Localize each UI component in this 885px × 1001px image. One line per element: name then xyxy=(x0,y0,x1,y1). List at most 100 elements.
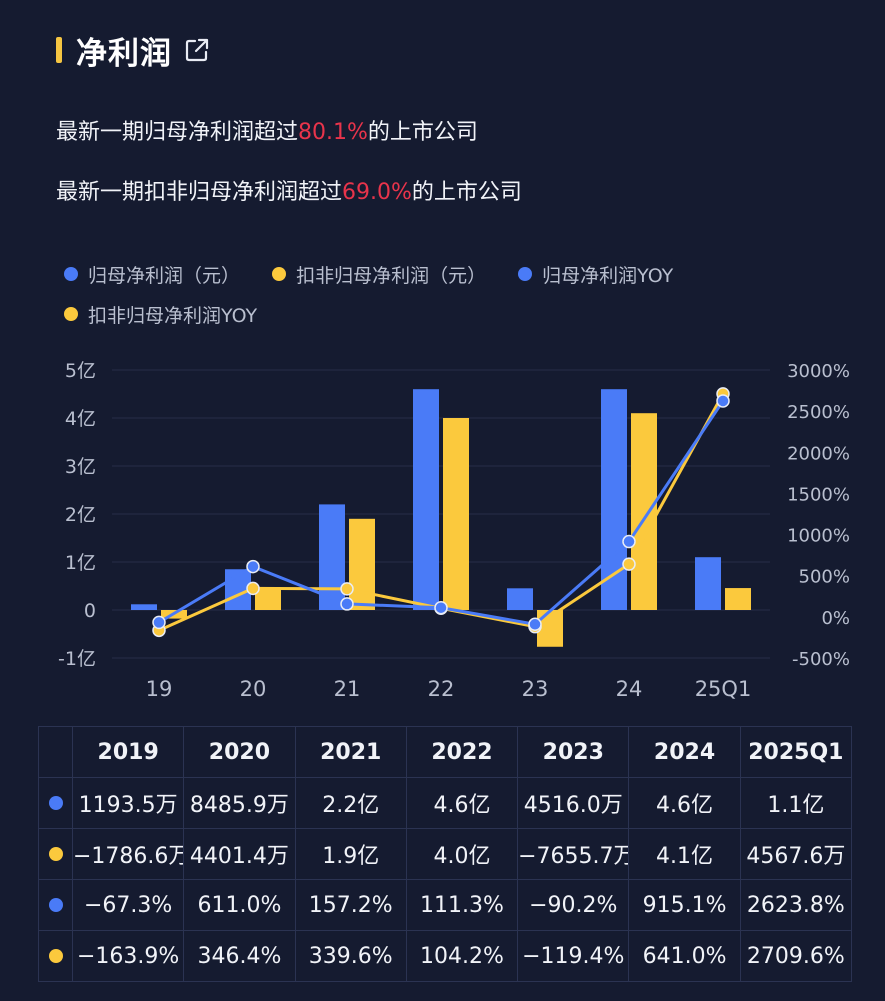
deducted-net-profit-bar xyxy=(631,413,657,610)
net-profit-bar xyxy=(695,557,721,610)
legend-label: 归母净利润YOY xyxy=(542,264,674,287)
table-cell: 611.0% xyxy=(183,879,296,931)
legend-item-deducted-net-profit[interactable]: 扣非归母净利润（元） xyxy=(272,254,486,294)
right-axis-tick-label: 2500% xyxy=(787,402,850,423)
table-cell: 1.9亿 xyxy=(294,828,407,880)
stat-prefix: 最新一期归母净利润超过 xyxy=(56,120,299,145)
legend-label: 扣非归母净利润YOY xyxy=(88,304,258,327)
stat-line-deducted-net-profit: 最新一期扣非归母净利润超过69.0%的上市公司 xyxy=(56,174,522,206)
table-cell: −119.4% xyxy=(517,930,630,982)
right-axis-tick-label: 1500% xyxy=(787,484,850,505)
table-cell: 1193.5万 xyxy=(71,777,185,829)
legend-item-deducted-net-profit-yoy[interactable]: 扣非归母净利润YOY xyxy=(64,294,257,334)
table-cell: 4567.6万 xyxy=(739,828,853,880)
deducted-net-profit-yoy-point xyxy=(246,581,260,596)
deducted-net-profit-bar xyxy=(255,588,281,610)
net-profit-yoy-point xyxy=(152,615,166,630)
table-cell: 4.6亿 xyxy=(628,777,741,829)
legend-dot-icon xyxy=(64,307,78,321)
table-row: −67.3% 611.0% 157.2% 111.3% −90.2% 915.1… xyxy=(38,879,853,931)
net-profit-bar xyxy=(131,604,157,610)
table-corner-cell xyxy=(38,726,73,778)
table-cell: 111.3% xyxy=(405,879,519,931)
stat-line-net-profit: 最新一期归母净利润超过80.1%的上市公司 xyxy=(56,114,478,146)
series-dot-icon xyxy=(48,795,63,810)
column-header: 2021 xyxy=(294,726,407,778)
net-profit-bar xyxy=(413,389,439,610)
row-marker xyxy=(38,930,73,982)
left-axis-tick-label: -1亿 xyxy=(58,648,96,670)
table-cell: 4516.0万 xyxy=(517,777,630,829)
table-cell: 157.2% xyxy=(294,879,407,931)
legend-dot-icon xyxy=(64,267,78,281)
left-axis-tick-label: 5亿 xyxy=(65,360,96,382)
left-axis-tick-label: 3亿 xyxy=(65,456,96,478)
stat-suffix: 的上市公司 xyxy=(411,180,522,205)
external-link-icon[interactable] xyxy=(184,37,210,63)
legend-label: 归母净利润（元） xyxy=(88,264,241,287)
right-axis-tick-label: 500% xyxy=(799,567,850,588)
table-row: −1786.6万 4401.4万 1.9亿 4.0亿 −7655.7万 4.1亿… xyxy=(38,828,853,880)
table-cell: −7655.7万 xyxy=(517,828,630,880)
right-axis-tick-label: 2000% xyxy=(787,443,850,464)
table-cell: 104.2% xyxy=(405,930,519,982)
legend-label: 扣非归母净利润（元） xyxy=(296,264,487,287)
table-cell: −163.9% xyxy=(71,930,185,982)
table-row: −163.9% 346.4% 339.6% 104.2% −119.4% 641… xyxy=(38,930,853,982)
net-profit-chart: 5亿 4亿 3亿 2亿 1亿 0 -1亿 3000% 2500% 2000% 1500% 1000% 5… xyxy=(58,360,850,701)
net-profit-bar xyxy=(601,389,627,610)
net-profit-bar xyxy=(507,588,533,610)
series-dot-icon xyxy=(48,948,63,963)
table-cell: −67.3% xyxy=(71,879,185,931)
table-cell: 4.1亿 xyxy=(628,828,741,880)
stat-percentage: 69.0% xyxy=(342,180,412,205)
legend-item-net-profit[interactable]: 归母净利润（元） xyxy=(64,254,240,294)
table-cell: −90.2% xyxy=(517,879,630,931)
net-profit-yoy-point xyxy=(716,394,730,408)
series-dot-icon xyxy=(48,846,63,861)
x-axis-tick-label: 22 xyxy=(428,677,455,701)
right-axis-tick-label: 1000% xyxy=(787,526,850,547)
column-header: 2025Q1 xyxy=(739,726,853,778)
table-header-row: 2019 2020 2021 2022 2023 2024 2025Q1 xyxy=(38,726,853,778)
net-profit-yoy-point xyxy=(434,600,448,615)
net-profit-yoy-point xyxy=(246,559,260,574)
table-cell: 1.1亿 xyxy=(739,777,853,829)
legend-item-net-profit-yoy[interactable]: 归母净利润YOY xyxy=(518,254,673,294)
net-profit-yoy-point xyxy=(340,597,354,611)
table-cell: 4.0亿 xyxy=(405,828,519,880)
column-header: 2022 xyxy=(405,726,519,778)
section-title: 净利润 xyxy=(76,35,172,72)
table-cell: 4401.4万 xyxy=(183,828,296,880)
column-header: 2023 xyxy=(517,726,630,778)
stat-percentage: 80.1% xyxy=(298,120,368,145)
right-axis-tick-label: 0% xyxy=(821,608,850,629)
x-axis-tick-label: 25Q1 xyxy=(695,677,752,701)
table-cell: 339.6% xyxy=(294,930,407,982)
x-axis-tick-label: 19 xyxy=(146,677,173,701)
accent-bar xyxy=(56,37,62,63)
right-axis-tick-label: -500% xyxy=(792,649,850,670)
table-cell: 346.4% xyxy=(183,930,296,982)
deducted-net-profit-yoy-point xyxy=(622,557,636,571)
left-axis-tick-label: 2亿 xyxy=(65,504,96,526)
deducted-net-profit-yoy-point xyxy=(340,582,354,596)
net-profit-yoy-point xyxy=(528,617,542,632)
stat-prefix: 最新一期扣非归母净利润超过 xyxy=(56,180,343,205)
table-cell: 2.2亿 xyxy=(294,777,407,829)
x-axis-tick-label: 23 xyxy=(522,677,549,701)
table-cell: 915.1% xyxy=(628,879,741,931)
stat-suffix: 的上市公司 xyxy=(367,120,478,145)
chart-legend: 归母净利润（元） 扣非归母净利润（元） 归母净利润YOY 扣非归母净利润YOY xyxy=(64,254,824,334)
left-axis-tick-label: 1亿 xyxy=(65,552,96,574)
table-row: 1193.5万 8485.9万 2.2亿 4.6亿 4516.0万 4.6亿 1… xyxy=(38,777,853,829)
net-profit-yoy-point xyxy=(622,534,636,549)
legend-dot-icon xyxy=(518,267,533,281)
table-cell: 641.0% xyxy=(628,930,741,982)
x-axis-tick-label: 24 xyxy=(616,677,643,701)
table-cell: 8485.9万 xyxy=(183,777,296,829)
series-dot-icon xyxy=(48,897,63,912)
deducted-net-profit-bar xyxy=(443,418,469,610)
table-cell: 2623.8% xyxy=(739,879,853,931)
row-marker xyxy=(38,879,73,931)
